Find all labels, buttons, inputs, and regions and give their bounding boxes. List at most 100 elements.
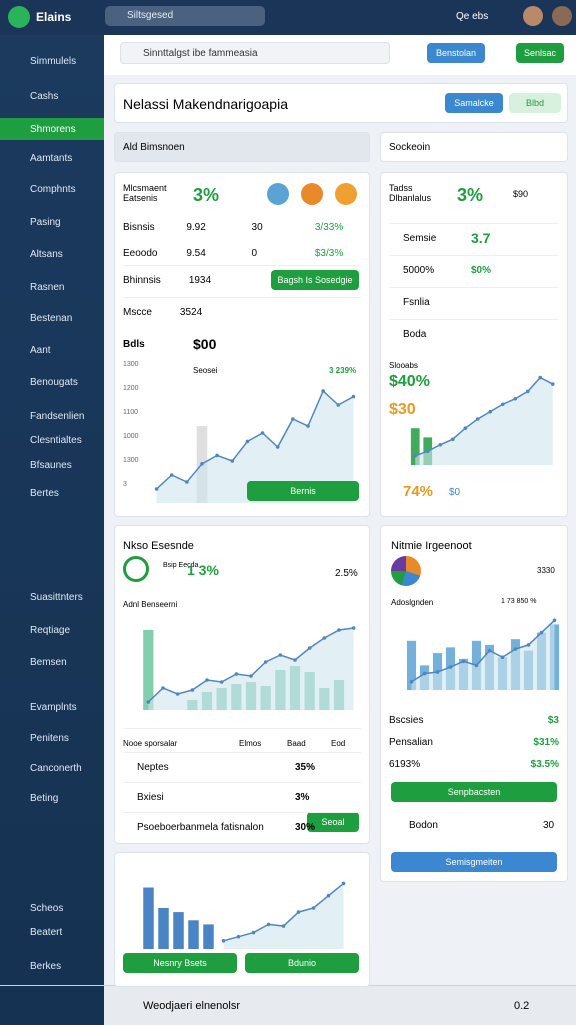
card: Tadss Dlbanlalus 3% $90 Slooabs $40% $30… [380,172,568,517]
nav-item[interactable]: Aant [30,344,51,356]
axis-label: 1300 [123,457,139,464]
button[interactable]: Semisgmeiten [391,852,557,872]
point [293,658,297,662]
filter[interactable]: Ald Bimsnoen [114,132,370,162]
row[interactable]: Mscce 3524 [123,297,361,326]
button[interactable]: Nesnry Bsets [123,953,237,973]
nav-item[interactable]: Rasnen [30,281,65,293]
axis-label: 1100 [123,409,139,416]
label: Semsie [403,232,437,244]
button[interactable]: Bernis [247,481,359,501]
button[interactable]: Bdunio [245,953,359,973]
button[interactable]: Senlsac [516,43,564,63]
row: 6193% $3.5% [389,750,559,778]
nav-item[interactable]: Canconerth [30,762,82,774]
topbar: Elains Siltsgesed Qe ebs [0,0,576,35]
chart [143,626,356,710]
nav-item[interactable]: Beatert [30,926,63,938]
point [552,618,557,623]
nav-item[interactable]: Bertes [30,487,59,499]
row[interactable]: Fsnlia [389,287,559,316]
point [200,462,204,466]
footer-value: 74% [403,483,434,500]
axis-label: 1200 [123,385,139,392]
avatar[interactable] [552,6,572,26]
nav-item[interactable]: Clesntialtes [30,434,82,446]
button[interactable]: Samalcke [445,93,503,113]
point [205,678,209,682]
icon[interactable] [267,183,289,205]
nav-item[interactable]: Penitens [30,732,69,744]
value: $3 [547,714,559,726]
row: Bxiesi 3% [123,782,361,811]
nav-item[interactable]: Shmorens [0,118,104,140]
point [251,930,256,935]
row[interactable]: Semsie 3.7 [389,223,559,252]
user[interactable]: Qe ebs [456,11,489,22]
card-title: Nkso Esesnde [123,540,194,552]
sidebar-foot [0,986,104,1025]
axis-label: 1300 [123,361,139,368]
row[interactable]: 5000% $0% [389,255,559,284]
label: Boda [403,328,427,340]
button[interactable]: Senpbacsten [391,782,557,802]
point [161,686,165,690]
point [245,439,250,444]
button[interactable]: Benstolan [427,43,485,63]
nav-item[interactable]: Simmulels [30,55,77,67]
nav-item[interactable]: Reqtiage [30,624,71,636]
point [422,671,427,676]
icon[interactable] [335,183,357,205]
nav-item[interactable]: Benougats [30,376,78,388]
nav-item[interactable]: Aamtants [30,152,73,164]
nav-item[interactable]: Berkes [30,960,62,972]
nav-item[interactable]: Suasittnters [30,591,83,603]
card: Nesnry Bsets Bdunio [114,852,370,987]
cell: 3/33% [314,221,344,233]
button[interactable]: Seoal [307,812,359,832]
nav-item[interactable]: Beting [30,792,59,804]
avatar[interactable] [523,6,543,26]
nav-item[interactable]: Scheos [30,902,64,914]
point [215,453,219,458]
point [260,431,265,435]
area [411,620,555,690]
nav-item[interactable]: Bemsen [30,656,67,668]
nav-item[interactable]: Fandsenlien [30,410,85,422]
line [411,619,556,683]
row: Neptes 35% [123,752,361,781]
point [281,924,286,928]
nav-item[interactable]: Comphnts [30,183,76,195]
area [156,391,354,503]
bar [410,428,420,465]
point [351,394,356,399]
bar [203,924,214,949]
point [487,648,492,653]
table-header: Nooe sporsalar Elmos Baad Eod [123,728,361,757]
chart-label: Adoslgnden [391,598,434,607]
value: $3.5% [530,758,559,770]
nav-item[interactable]: Evamplnts [30,701,77,713]
nav-item[interactable]: Altsans [30,248,63,260]
bar [406,640,417,690]
search[interactable]: Sinnttalgst ibe fammeasia [120,42,390,64]
label: Psoeboerbanmela fatisnalon [137,821,264,833]
row[interactable]: Boda [389,319,559,348]
point [336,403,341,407]
nav-item[interactable]: Bestenan [30,312,73,324]
filter[interactable]: Sockeoin [380,132,568,162]
point [236,934,241,939]
chart-extra: 1 73 850 % [501,598,537,605]
button[interactable]: Bagsh Is Sosedgie [271,270,359,290]
filter-label: Sockeoin [389,142,431,153]
button[interactable]: Blbd [509,93,561,113]
row: Bisnsis 9.92 30 3/33% [123,213,361,241]
card-title: Mlcsmaent Eatsenis [123,183,167,203]
icon[interactable] [301,183,323,205]
nav-item[interactable]: Pasing [30,216,61,228]
chart [410,375,555,465]
point [311,906,316,910]
nav-item[interactable]: Cashs [30,90,59,102]
search[interactable]: Siltsgesed [105,6,265,26]
nav-item[interactable]: Bfsaunes [30,459,72,471]
